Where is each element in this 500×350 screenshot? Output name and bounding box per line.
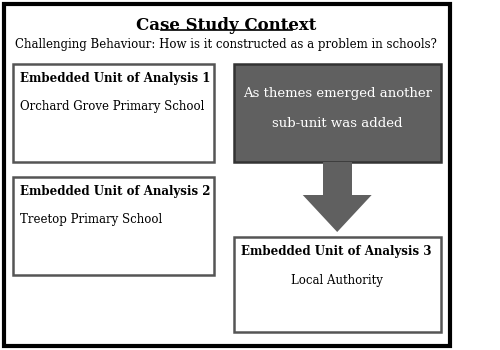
- Text: Embedded Unit of Analysis 2: Embedded Unit of Analysis 2: [20, 185, 210, 198]
- Text: Embedded Unit of Analysis 1: Embedded Unit of Analysis 1: [20, 72, 210, 85]
- Bar: [234, 64, 440, 162]
- Text: Case Study Context: Case Study Context: [136, 17, 317, 34]
- Bar: [234, 237, 440, 332]
- Text: Local Authority: Local Authority: [292, 274, 383, 287]
- Text: sub-unit was added: sub-unit was added: [272, 117, 402, 130]
- Text: As themes emerged another: As themes emerged another: [242, 87, 432, 100]
- Polygon shape: [303, 195, 372, 232]
- Text: Embedded Unit of Analysis 3: Embedded Unit of Analysis 3: [241, 245, 432, 258]
- Text: Challenging Behaviour: How is it constructed as a problem in schools?: Challenging Behaviour: How is it constru…: [14, 38, 436, 51]
- Bar: [12, 64, 214, 162]
- Bar: [12, 177, 214, 275]
- Bar: [322, 162, 352, 195]
- Text: Orchard Grove Primary School: Orchard Grove Primary School: [20, 100, 204, 113]
- Text: Treetop Primary School: Treetop Primary School: [20, 213, 162, 226]
